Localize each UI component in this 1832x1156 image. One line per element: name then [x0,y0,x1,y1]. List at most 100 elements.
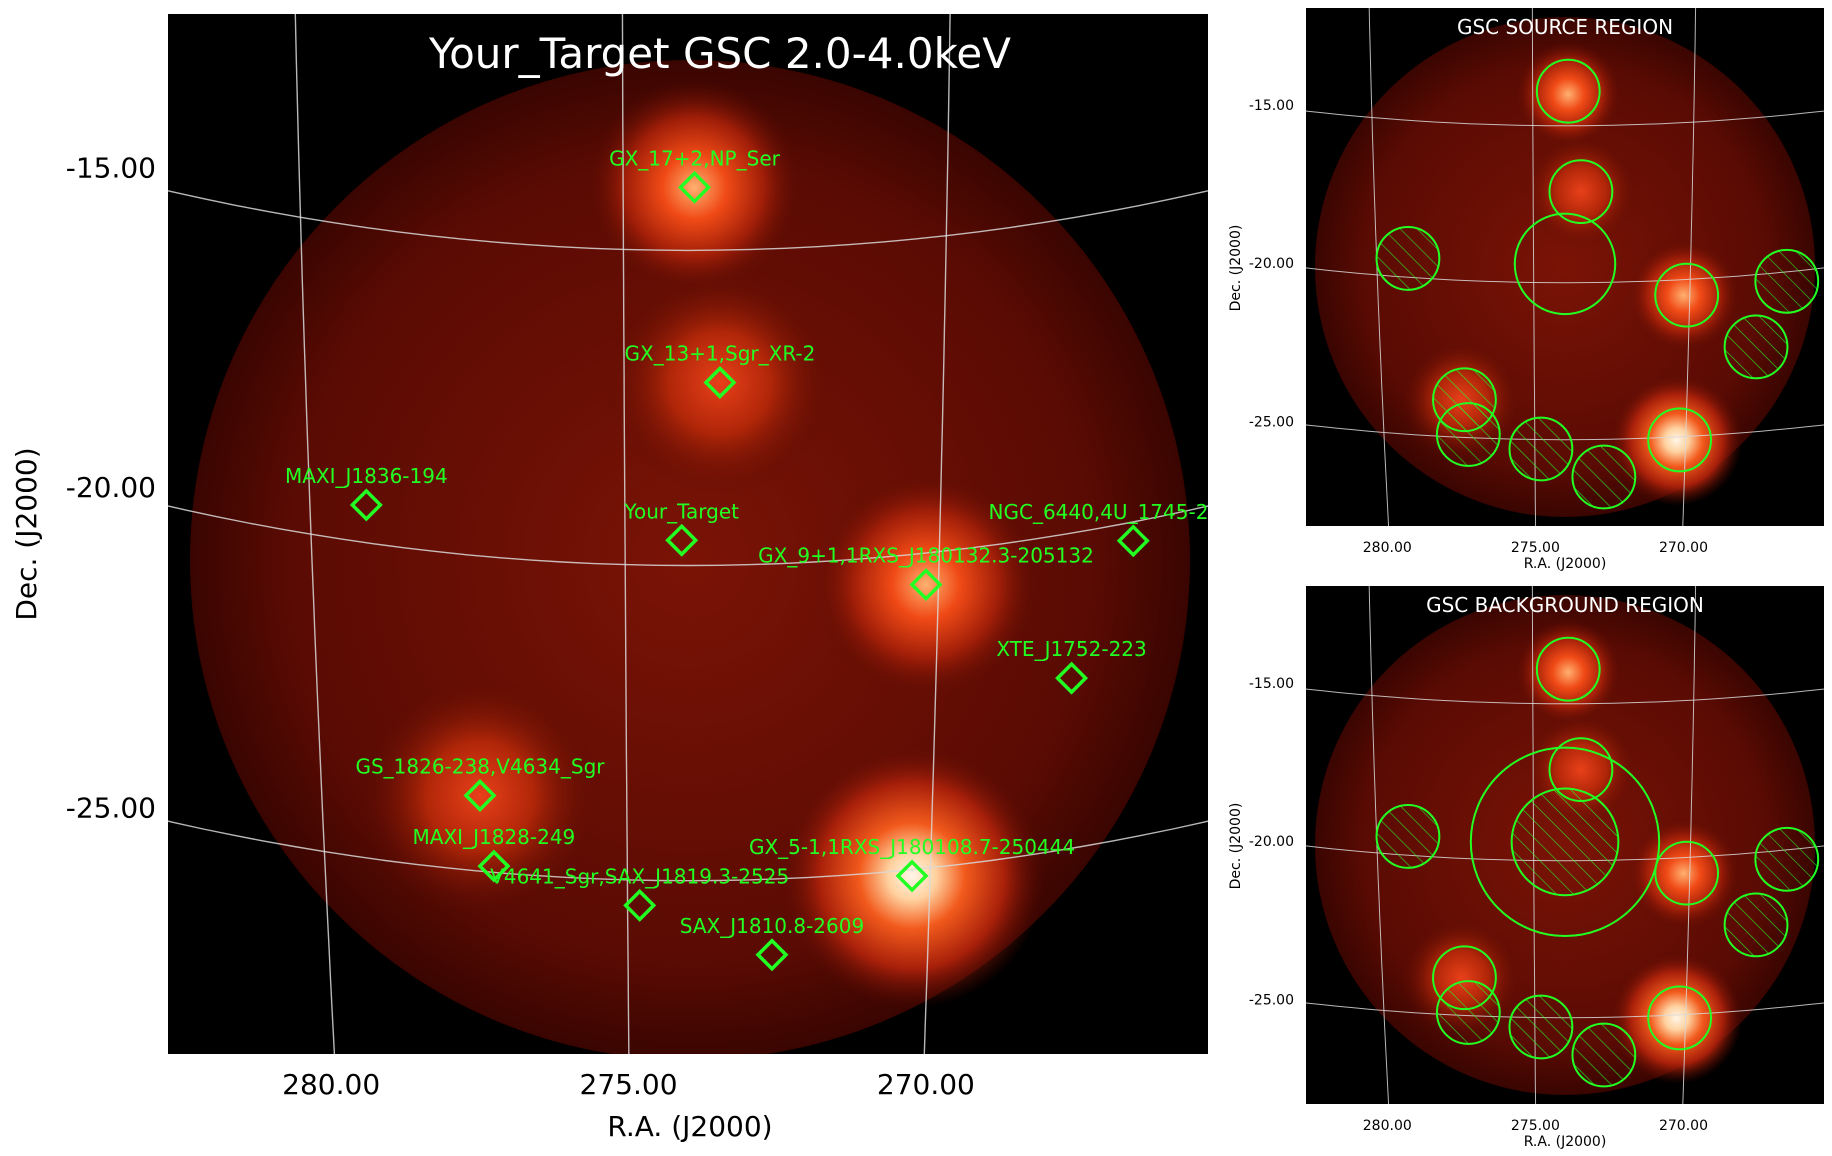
p2-region-circle [1548,737,1614,802]
p1-region-hatch [1572,445,1636,509]
p2-region-circle [1654,840,1720,906]
source-y-axis-label: Dec. (J2000) [1228,225,1244,312]
p1-region-hatch [1376,227,1440,290]
source-label: SAX_J1810.8-2609 [680,914,864,938]
p1-region-circle [1654,262,1720,328]
p2-source-glow [1514,618,1622,726]
source-panel-title: GSC SOURCE REGION [1457,15,1673,39]
main-y-tick-label: -20.00 [66,471,156,504]
p2-region-hatch [1511,788,1619,896]
main-sky-panel: GX_17+2,NP_Ser GX_13+1,Sgr_XR-2 MAXI_J1836… [10,14,1278,1143]
p2-region-circle [1571,1022,1637,1088]
p2-region-hatch [1724,893,1788,957]
source-label: GX_9+1,1RXS_J180132.3-205132 [758,544,1094,568]
p2-x-tick-label: 270.00 [1659,1118,1708,1134]
main-ra-gridline [923,14,951,1054]
source-label: NGC_6440,4U_1745-203,H_1 [989,500,1278,524]
main-source-glow [812,471,1040,699]
source-label: XTE_J1752-223 [996,637,1146,661]
p2-region-circle [1647,985,1712,1051]
background-region-panel: 280.00 275.00 270.00 -15.00 -20.00 -25.00 GSC… [1228,586,1824,1150]
p1-region-hatch [1755,249,1819,313]
p1-ra-gridline [1531,8,1537,526]
source-marker [477,849,511,883]
p1-y-tick-label: -20.00 [1249,256,1294,272]
p1-source-glow [1514,40,1622,148]
main-title: Your_Target GSC 2.0-4.0keV [428,29,1011,78]
p1-region-hatch [1724,315,1788,379]
p2-y-tick-label: -15.00 [1249,676,1294,692]
source-label: V4641_Sgr,SAX_J1819.3-2525 [490,864,789,888]
main-dec-gridline [168,505,1208,567]
main-y-tick-label: -25.00 [66,792,156,825]
main-y-tick-label: -15.00 [66,151,156,184]
p2-region-circle [1535,636,1601,702]
main-dec-gridline [168,190,1208,252]
p2-region-hatch [1436,981,1500,1044]
background-x-axis-label: R.A. (J2000) [1524,1134,1607,1150]
p1-dec-gridline [1306,110,1824,127]
p2-region-hatch [1376,805,1440,868]
main-x-tick-label: 270.00 [877,1068,975,1101]
source-marker [909,568,943,602]
p1-source-glow [1524,135,1638,249]
p1-region-circle [1647,407,1712,473]
p1-region-circle [1513,212,1617,316]
main-dec-gridline [168,820,1208,882]
p2-x-tick-label: 275.00 [1511,1118,1560,1134]
source-marker [703,366,737,399]
main-x-axis-label: R.A. (J2000) [607,1110,772,1143]
p2-y-tick-label: -25.00 [1249,992,1294,1008]
p1-region-circle [1723,314,1789,380]
source-region-panel: 280.00 275.00 270.00 -15.00 -20.00 -25.00 GSC… [1228,8,1824,572]
source-label: GX_5-1,1RXS_J180108.7-250444 [749,835,1075,859]
p1-y-tick-label: -25.00 [1249,414,1294,430]
main-source-glow [606,269,834,496]
p1-region-circle [1571,444,1637,510]
p2-region-circle [1754,826,1820,892]
source-marker [665,523,699,557]
p2-region-circle [1723,892,1789,958]
p1-source-glow [1627,238,1741,352]
main-x-tick-label: 280.00 [282,1068,380,1101]
source-label: Your_Target [623,499,739,523]
p2-source-glow [1610,952,1743,1084]
source-marker [755,938,789,972]
p1-y-tick-label: -15.00 [1249,98,1294,114]
p1-region-hatch [1436,403,1500,466]
p1-region-circle [1375,226,1441,291]
source-label: GS_1826-238,V4634_Sgr [355,755,605,779]
p2-region-circle [1435,980,1501,1045]
p1-region-circle [1435,402,1501,467]
source-marker [1055,661,1089,695]
main-y-axis-label: Dec. (J2000) [10,447,43,620]
source-marker [349,488,383,522]
p2-region-hatch [1572,1023,1636,1087]
p1-x-tick-label: 270.00 [1659,540,1708,556]
source-marker [895,859,929,893]
main-source-glow [360,675,600,916]
p2-y-tick-label: -20.00 [1249,834,1294,850]
p2-region-circle [1375,804,1441,869]
p1-region-circle [1508,416,1574,482]
main-source-glow [779,743,1045,1009]
p1-region-hatch [1509,417,1573,481]
p1-x-tick-label: 275.00 [1511,540,1560,556]
source-marker [1116,524,1150,558]
source-label: GX_13+1,Sgr_XR-2 [625,342,816,366]
source-label: MAXI_J1828-249 [413,825,576,849]
background-panel-title: GSC BACKGROUND REGION [1426,593,1704,617]
source-label: GX_17+2,NP_Ser [609,146,781,170]
source-marker [678,170,711,204]
main-source-glow [587,80,802,295]
main-ra-gridline [621,14,630,1054]
source-marker [623,888,657,922]
p1-region-circle [1548,159,1614,224]
p2-region-circle [1469,746,1661,938]
p1-x-tick-label: 280.00 [1363,540,1412,556]
p2-dec-gridline [1306,688,1824,705]
p2-region-hatch [1755,827,1819,891]
p1-source-glow [1610,374,1743,506]
main-ra-gridline [294,14,336,1054]
